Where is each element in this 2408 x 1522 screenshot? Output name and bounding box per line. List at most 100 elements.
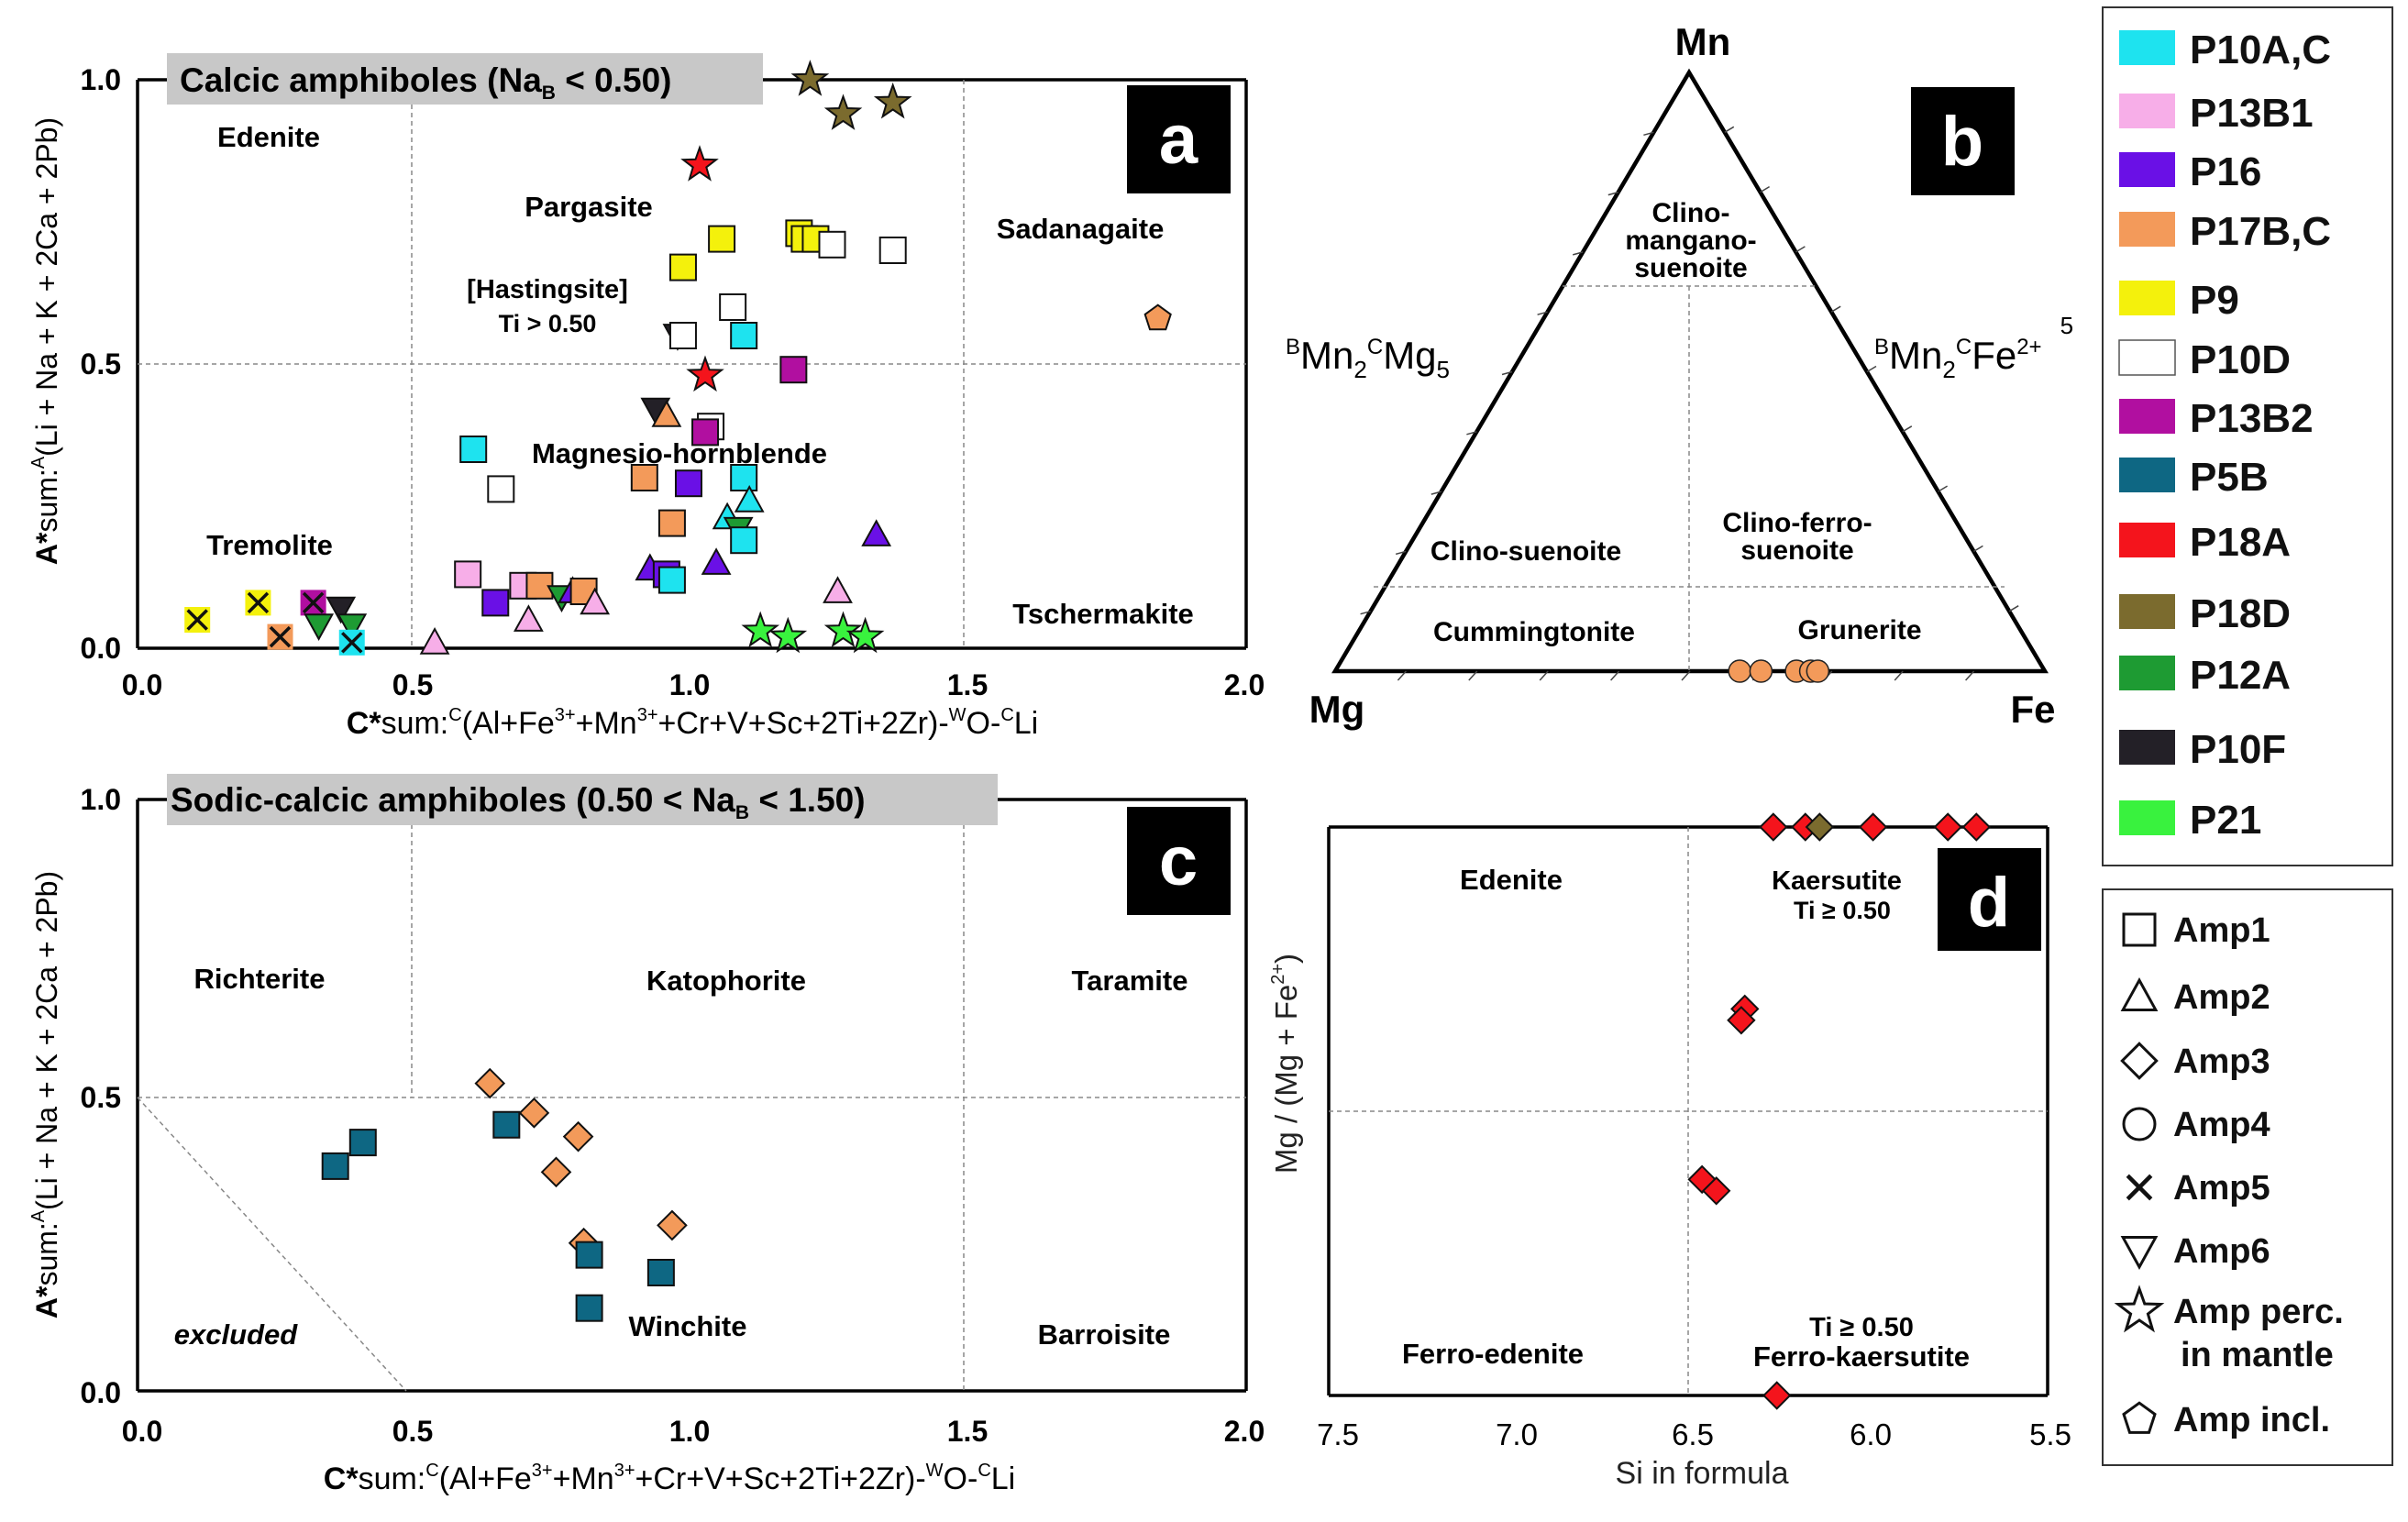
legend-swatch-p17bc — [2119, 212, 2175, 247]
data-point-a-p17bc — [651, 400, 682, 427]
panel-b: b Mn Mg Fe BMn2CMg5 BMn2CFe2+5 Clino- ma… — [1286, 20, 2073, 731]
field-barroisite: Barroisite — [1038, 1318, 1171, 1351]
sample-legend: P10A,C P13B1 P16 P17B,C P9 P10D P13B2 P5B P18A P1… — [2102, 6, 2393, 866]
data-point-c-p17bc — [540, 1156, 572, 1188]
data-point-a-p13b2 — [779, 356, 808, 384]
panel-d: d Edenite Kaersutite Ti ≥ 0.50 Ferro-ede… — [1268, 812, 2071, 1491]
data-point-c-p17bc — [474, 1067, 506, 1099]
panel-c: Sodic-calcic amphiboles (0.50 < NaB < 1.… — [28, 774, 1265, 1496]
data-point-d-p18a — [1933, 812, 1962, 842]
shape-legend-box — [2102, 888, 2393, 1466]
field-hastingsite-ti: Ti > 0.50 — [499, 310, 597, 337]
panel-a-title: Calcic amphiboles (NaB < 0.50) — [180, 61, 671, 104]
data-point-b-p17bc — [1749, 659, 1773, 683]
legend-shape-label: Amp6 — [2173, 1232, 2270, 1271]
data-point-a-p21 — [823, 611, 863, 648]
data-point-a-p18a — [680, 145, 719, 182]
xtick-d: 6.0 — [1850, 1417, 1892, 1451]
legend-shape-label: Amp3 — [2173, 1042, 2270, 1081]
legend-swatch-p10ac — [2119, 30, 2175, 65]
data-point-d-p18a — [1727, 1006, 1756, 1035]
field-ferro-edenite: Ferro-edenite — [1402, 1338, 1584, 1370]
data-point-c-p17bc — [562, 1120, 594, 1153]
field-cummingtonite: Cummingtonite — [1433, 617, 1635, 647]
field-clino-mangano-2: mangano- — [1625, 226, 1756, 256]
data-point-a-p10ac — [338, 629, 365, 656]
data-point-a-p16 — [861, 519, 892, 546]
data-point-a-p18d — [790, 60, 830, 96]
data-point-a-p9 — [668, 253, 697, 281]
legend-label-p5b: P5B — [2190, 455, 2269, 500]
ytick-a: 1.0 — [81, 63, 121, 96]
xtick-c: 0.0 — [122, 1415, 162, 1448]
data-point-b-p17bc — [1806, 659, 1830, 683]
panel-b-label: b — [1941, 103, 1983, 181]
ytick-c: 0.0 — [81, 1376, 121, 1409]
data-point-a-p18d — [823, 94, 863, 130]
x-axis-label-d: Si in formula — [1616, 1456, 1789, 1491]
legend-label-p17bc: P17B,C — [2190, 209, 2331, 254]
data-point-d-p18a — [1701, 1176, 1731, 1206]
legend-shape-label: Amp perc. — [2173, 1293, 2344, 1331]
panel-a-label: a — [1159, 101, 1198, 179]
legend-swatch-p13b1 — [2119, 94, 2175, 128]
ytick-a: 0.5 — [81, 347, 121, 380]
field-katophorite: Katophorite — [646, 965, 806, 997]
data-point-a-p10ac — [657, 566, 686, 594]
xtick-d: 7.0 — [1496, 1417, 1538, 1451]
field-taramite: Taramite — [1072, 965, 1188, 997]
xtick-a: 0.5 — [392, 668, 433, 701]
panel-c-label: c — [1159, 822, 1198, 900]
data-point-a-p13b2 — [691, 418, 720, 447]
legend-swatch-p18d — [2119, 594, 2175, 629]
panel-d-label: d — [1968, 864, 2010, 942]
legend-shape-label: Amp1 — [2173, 911, 2270, 950]
xtick-c: 1.0 — [669, 1415, 710, 1448]
field-tremolite: Tremolite — [206, 529, 333, 561]
xtick-c: 1.5 — [947, 1415, 988, 1448]
data-point-d-p18a — [1961, 812, 1992, 842]
x-axis-label-a: C*sum:C(Al+Fe3++Mn3++Cr+V+Sc+2Ti+2Zr)-WO… — [347, 705, 1038, 741]
data-point-a-p12a — [337, 613, 368, 641]
data-point-a-p18a — [686, 355, 724, 392]
legend-swatch-p10f — [2119, 730, 2175, 765]
field-edenite: Edenite — [217, 121, 320, 153]
legend-swatch-p10d — [2118, 339, 2176, 376]
xtick-d: 5.5 — [2029, 1417, 2071, 1451]
field-clino-ferro-1: Clino-ferro- — [1722, 508, 1872, 538]
xtick-a: 1.0 — [669, 668, 710, 701]
panel-b-points — [1728, 659, 1830, 683]
field-clino-ferro-2: suenoite — [1740, 535, 1853, 566]
data-point-a-p13b1 — [514, 604, 544, 632]
data-point-a-p17bc — [267, 623, 293, 650]
legend-shape-label: Amp incl. — [2173, 1401, 2330, 1439]
data-point-c-p5b — [646, 1259, 675, 1286]
field-kaersutite-ti: Ti ≥ 0.50 — [1794, 897, 1891, 924]
legend-star-icon — [2114, 1285, 2165, 1333]
data-point-a-p10ac — [459, 436, 488, 463]
panel-d-label-box — [1938, 848, 2041, 951]
data-point-a-p10d — [487, 475, 515, 503]
xtick-a: 0.0 — [122, 668, 162, 701]
data-point-a-p10ac — [730, 322, 758, 349]
field-magnesio-hornblende: Magnesio-hornblende — [532, 437, 827, 469]
legend-swatch-p5b — [2119, 458, 2175, 492]
xtick-a: 2.0 — [1224, 668, 1265, 701]
data-point-a-p10d — [668, 322, 697, 349]
legend-diamond-icon — [2120, 1042, 2159, 1080]
data-point-a-p21 — [741, 611, 780, 648]
legend-label-p21: P21 — [2190, 798, 2261, 843]
panel-d-points — [1687, 812, 1992, 1410]
legend-swatch-p12a — [2119, 656, 2175, 690]
data-point-a-p12a — [304, 613, 335, 641]
sample-legend-box — [2102, 6, 2393, 866]
data-point-a-p16 — [674, 469, 702, 498]
data-point-a-p9 — [245, 590, 271, 616]
vertex-mn: Mn — [1675, 20, 1731, 63]
data-point-a-p21 — [768, 616, 808, 654]
panel-a: Calcic amphiboles (NaB < 0.50) a Edenite… — [28, 53, 1265, 741]
legend-label-p18a: P18A — [2190, 520, 2291, 565]
data-point-c-p5b — [321, 1152, 349, 1180]
legend-label-p10d: P10D — [2190, 337, 2291, 382]
data-point-a-p21 — [845, 616, 885, 654]
